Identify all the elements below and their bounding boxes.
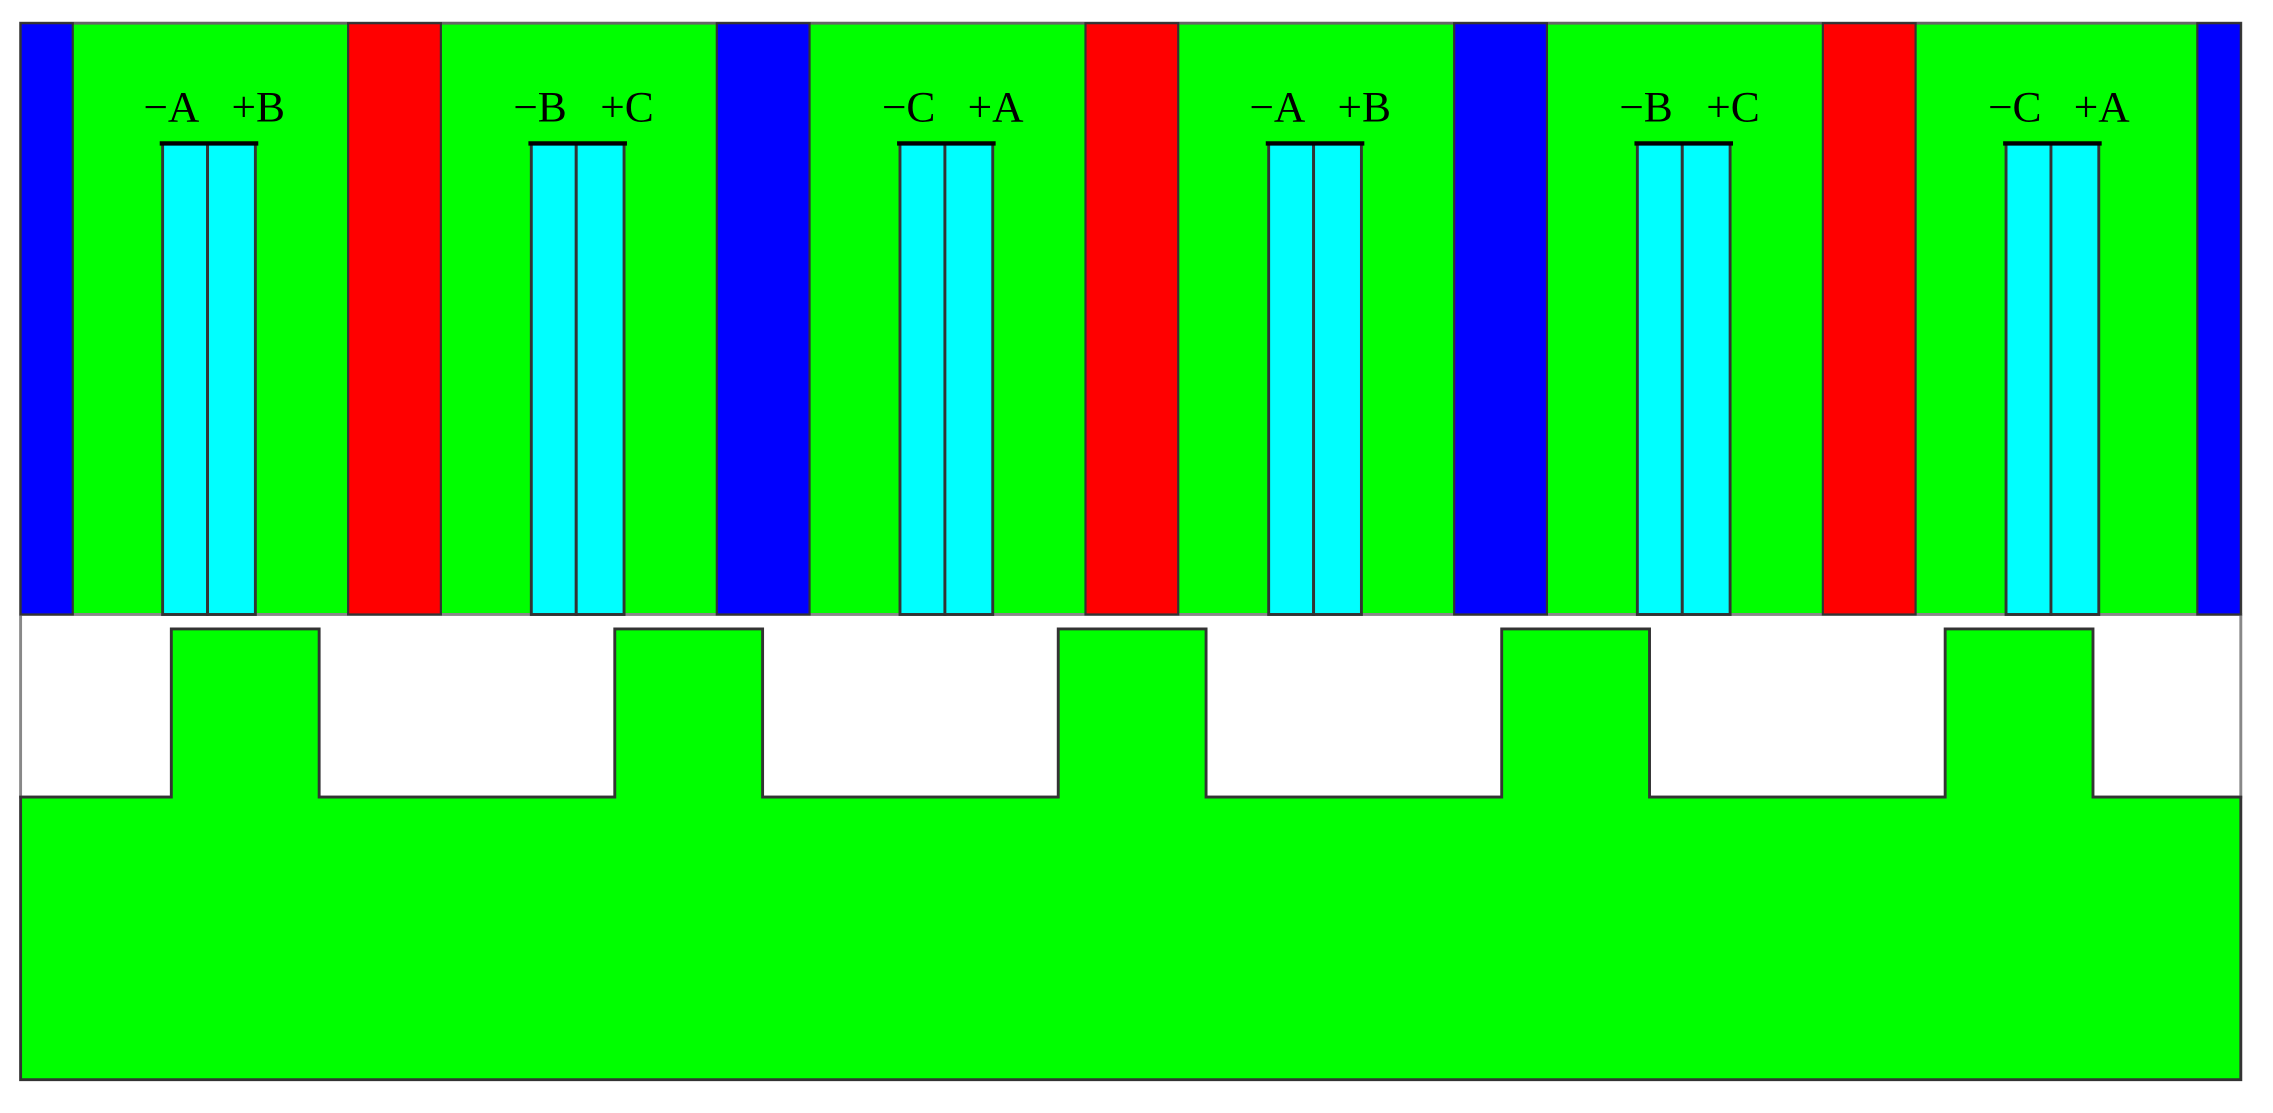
coil xyxy=(2004,142,2053,616)
phase-label: −B xyxy=(1619,84,1673,132)
coil xyxy=(1312,142,1363,616)
phase-label: −C xyxy=(882,84,936,132)
phase-label: −C xyxy=(1988,84,2042,132)
phase-label: +B xyxy=(1338,84,1392,132)
coil xyxy=(1267,142,1316,616)
phase-label: +C xyxy=(1706,84,1760,132)
coil xyxy=(206,142,257,616)
phase-label: +C xyxy=(600,84,654,132)
coil xyxy=(574,142,626,616)
coil xyxy=(529,142,578,616)
magnet xyxy=(2196,22,2242,616)
rotor xyxy=(19,627,2243,1082)
coil xyxy=(898,142,947,616)
magnet xyxy=(1084,22,1180,616)
coil xyxy=(943,142,995,616)
magnet xyxy=(1821,22,1917,616)
phase-label: −B xyxy=(513,84,567,132)
rotor-body xyxy=(19,627,2243,1082)
magnet xyxy=(19,22,74,616)
coil xyxy=(1635,142,1684,616)
magnet xyxy=(1453,22,1549,616)
magnet xyxy=(715,22,811,616)
phase-label: +B xyxy=(232,84,286,132)
magnets xyxy=(19,22,2242,616)
phase-label: −A xyxy=(1249,84,1306,132)
coils: −A +B −B +C −C +A −A +B −B +C −C +A xyxy=(143,84,2131,616)
phase-label: −A xyxy=(143,84,200,132)
phase-label: +A xyxy=(968,84,1025,132)
coil xyxy=(1680,142,1732,616)
coil xyxy=(161,142,210,616)
magnet xyxy=(347,22,442,616)
coil xyxy=(2049,142,2101,616)
phase-label: +A xyxy=(2074,84,2131,132)
